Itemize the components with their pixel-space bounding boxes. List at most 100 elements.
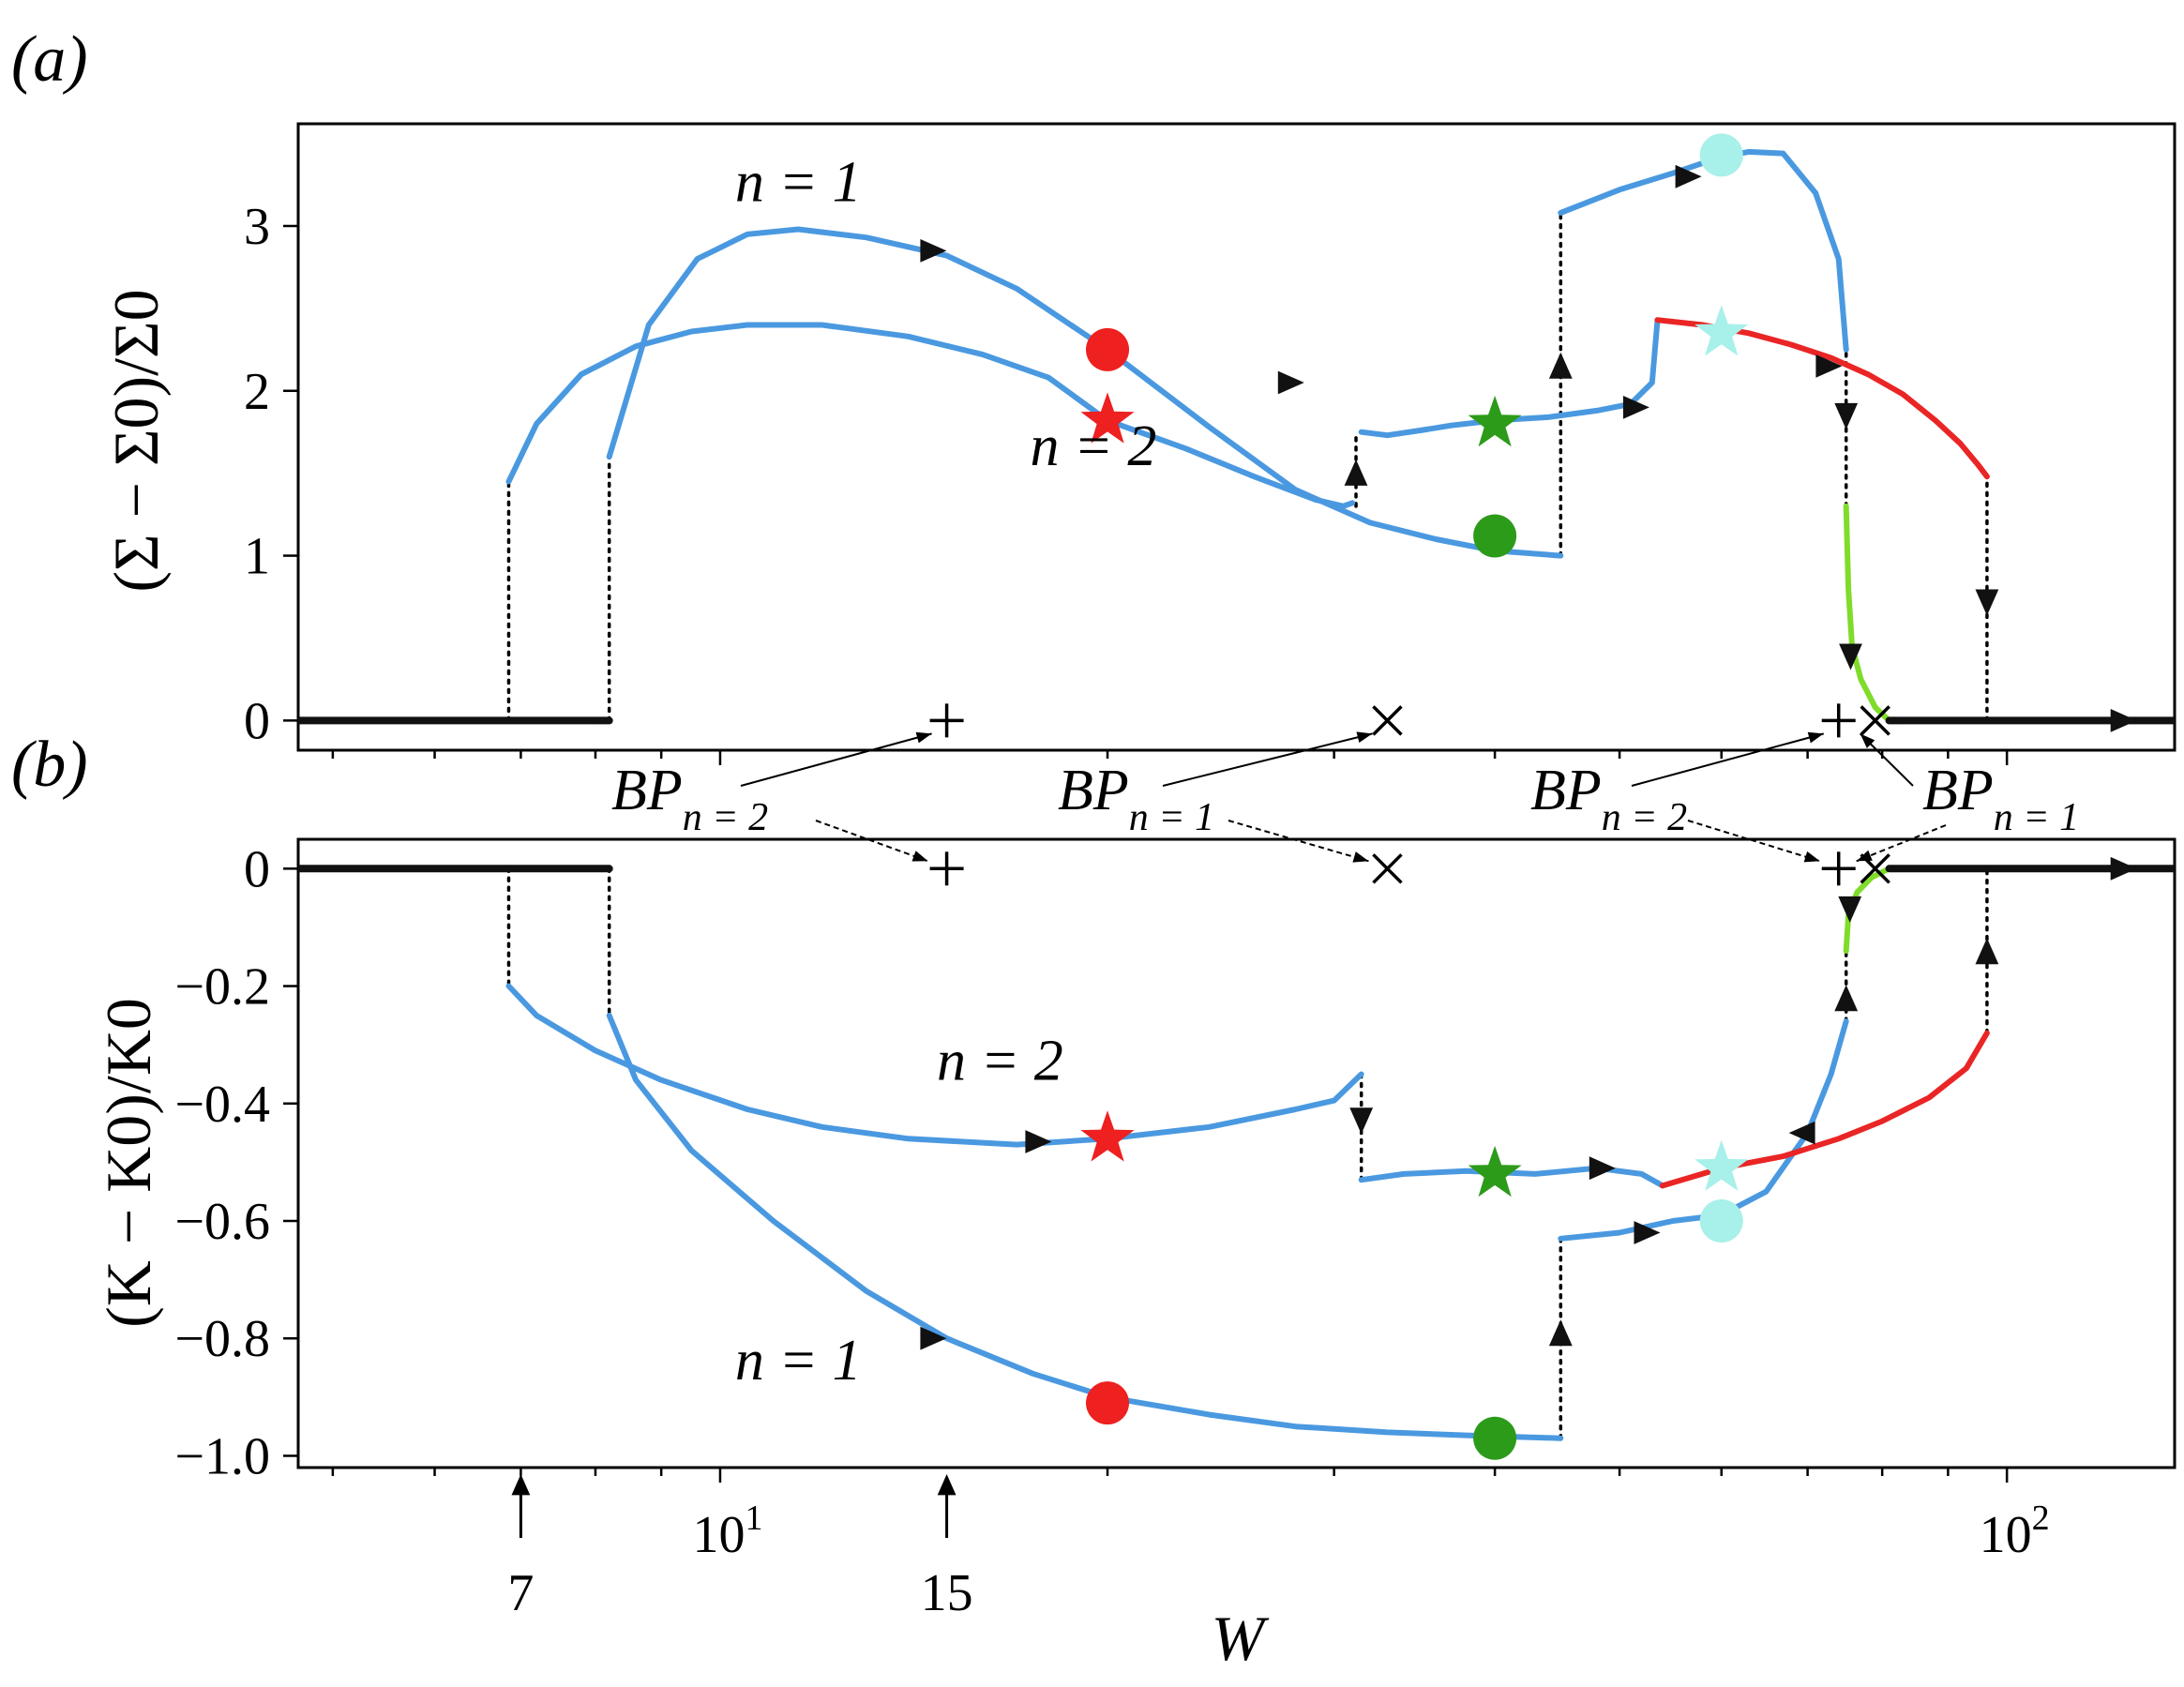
x-tick-label-100: 102 (1980, 1499, 2050, 1564)
curve-label-a-0: n = 1 (735, 151, 862, 215)
series-line-a-1-blue (1558, 148, 1849, 353)
bp-annotation-1: BPn = 2 (611, 759, 768, 839)
direction-arrow-b-4 (1589, 1156, 1616, 1181)
bp-annotation-4: BPn = 1 (1922, 759, 2079, 839)
y-tick-label-b-5: −1.0 (174, 1427, 270, 1485)
direction-arrow-a-5 (1675, 164, 1702, 188)
bp-cross-b-a-1 (1372, 705, 1403, 736)
plot-frame-a (296, 122, 2176, 752)
bp-arrow-down-head-3 (1856, 850, 1873, 862)
plot-area-a (298, 133, 2175, 732)
bp-annotation-2: BPn = 1 (1058, 759, 1214, 839)
marker-circle-b-3 (1473, 1416, 1517, 1460)
y-tick-label-a-0: 0 (244, 692, 270, 750)
bp-cross-b-b-1 (1372, 853, 1403, 884)
bp-label-4: BPn = 1 (1922, 759, 2079, 839)
bp-label-2: BPn = 1 (1058, 759, 1214, 839)
bp-arrow-up-head-2 (1807, 731, 1824, 744)
bp-cross-b-b-3 (1860, 853, 1890, 884)
bp-label-3: BPn = 2 (1530, 759, 1687, 839)
direction-arrow-b-9 (1975, 938, 1999, 965)
direction-arrow-b-7 (1834, 985, 1859, 1012)
direction-arrow-a-10 (2110, 709, 2137, 732)
direction-arrow-a-3 (1548, 352, 1573, 379)
direction-arrow-a-8 (1839, 643, 1862, 670)
direction-arrow-a-2 (1344, 459, 1368, 486)
direction-arrow-a-0 (920, 239, 947, 263)
series-line-b-1-blue (1558, 1018, 1849, 1242)
y-tick-label-a-2: 2 (244, 363, 270, 421)
bp-arrow-down-0 (815, 820, 928, 863)
y-tick-label-b-0: 0 (244, 840, 270, 898)
marker-star-a-1 (1080, 392, 1135, 444)
direction-arrow-a-4 (1622, 396, 1649, 419)
y-tick-label-b-4: −0.8 (174, 1310, 270, 1368)
marker-star-a-3 (1468, 395, 1522, 447)
panel-label-a: (a) (11, 23, 88, 96)
series-line-a-5-green (1843, 503, 1892, 724)
series-line-b-0-blue (606, 1012, 1564, 1441)
x-annotation-7: 7 (507, 1474, 534, 1622)
bp-annotation-arrows (740, 731, 1947, 863)
x-annotation-7-head (511, 1474, 531, 1496)
y-axis-title-a: (Σ − Σ0)/Σ0 (100, 289, 172, 592)
x-tick-label-10: 101 (692, 1499, 762, 1564)
bp-arrow-up-1 (1162, 732, 1373, 787)
y-tick-label-a-1: 1 (244, 528, 270, 586)
direction-arrow-a-7 (1834, 402, 1859, 429)
marker-circle-a-0 (1086, 327, 1130, 371)
y-tick-label-b-1: −0.2 (174, 958, 270, 1017)
y-tick-label-b-2: −0.4 (174, 1076, 270, 1134)
bp-arrow-up-0 (740, 732, 932, 787)
bp-arrow-up-head-0 (915, 731, 932, 744)
bp-annotation-3: BPn = 2 (1530, 759, 1687, 839)
y-axis-title-b: (K − K0)/K0 (93, 998, 164, 1328)
direction-arrow-b-3 (1548, 1319, 1573, 1347)
plot-area-b (298, 856, 2175, 1460)
y-tick-label-b-3: −0.6 (174, 1193, 270, 1251)
bp-arrow-down-1 (1228, 820, 1369, 863)
bp-arrow-down-head-2 (1803, 851, 1820, 863)
x-annotation-7-label: 7 (507, 1564, 534, 1622)
curve-label-b-0: n = 2 (937, 1030, 1063, 1093)
direction-arrow-b-5 (1634, 1221, 1661, 1244)
curve-label-a-1: n = 2 (1031, 414, 1157, 478)
direction-arrow-a-6 (1815, 354, 1843, 378)
direction-arrow-b-1 (1025, 1130, 1052, 1153)
marker-circle-a-4 (1699, 133, 1743, 177)
series-line-a-0-blue (606, 226, 1564, 559)
marker-circle-b-5 (1699, 1199, 1743, 1243)
marker-star-b-2 (1468, 1145, 1522, 1197)
series-line-a-2-blue (505, 322, 1356, 509)
bp-arrow-down-2 (1687, 820, 1821, 863)
x-annotation-15-head (937, 1474, 956, 1496)
marker-star-b-0 (1080, 1110, 1135, 1162)
series-line-b-3-blue (1358, 1165, 1665, 1189)
series-line-a-4-red (1654, 317, 1990, 480)
panel-b: 0 −0.2 −0.4 −0.6 −0.8 −1.0 n = 2 n = 1 (174, 837, 2176, 1485)
marker-circle-a-2 (1473, 514, 1517, 558)
x-axis-title: W (1212, 1603, 1270, 1674)
marker-star-a-5 (1694, 305, 1749, 356)
direction-arrow-b-10 (2110, 856, 2137, 881)
series-line-a-3-blue (1358, 318, 1661, 439)
x-annotation-15-label: 15 (921, 1564, 973, 1622)
x-annotation-15: 15 (921, 1474, 973, 1622)
direction-arrow-a-1 (1277, 370, 1304, 395)
y-tick-label-a-3: 3 (244, 198, 270, 256)
bp-arrow-down-3 (1856, 824, 1947, 863)
bp-label-1: BPn = 2 (611, 759, 768, 839)
bp-cross-b-a-3 (1860, 705, 1890, 736)
direction-arrow-b-2 (1349, 1107, 1374, 1135)
direction-arrow-b-0 (920, 1326, 947, 1350)
curve-label-b-1: n = 1 (735, 1329, 862, 1393)
direction-arrow-b-6 (1788, 1121, 1815, 1145)
panel-label-b: (b) (11, 729, 88, 801)
bp-arrow-up-2 (1631, 732, 1824, 787)
series-line-b-5-green (1843, 866, 1892, 954)
marker-circle-b-1 (1086, 1381, 1130, 1425)
bp-arrow-down-head-1 (1352, 851, 1369, 863)
direction-arrow-a-9 (1975, 589, 1999, 616)
bp-arrow-up-head-1 (1356, 731, 1373, 744)
